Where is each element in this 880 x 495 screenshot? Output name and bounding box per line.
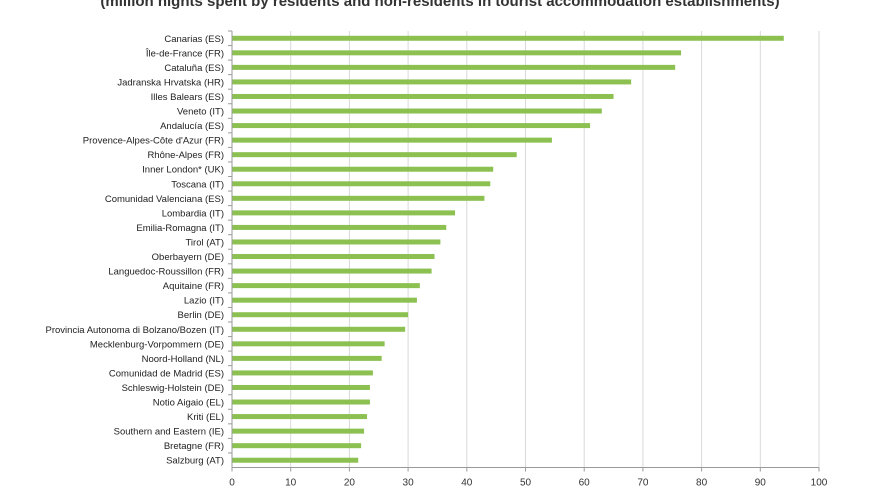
category-label: Inner London* (UK) bbox=[142, 165, 224, 176]
gridlines bbox=[290, 31, 820, 468]
category-label: Provincia Autonoma di Bolzano/Bozen (IT) bbox=[46, 325, 224, 336]
category-label: Oberbayern (DE) bbox=[152, 252, 224, 263]
category-label: Berlin (DE) bbox=[178, 310, 224, 321]
bar bbox=[232, 457, 359, 463]
bar bbox=[232, 428, 365, 434]
category-label: Lazio (IT) bbox=[184, 296, 224, 307]
bar bbox=[232, 355, 382, 361]
bar bbox=[232, 443, 362, 449]
category-label: Kriti (EL) bbox=[187, 412, 224, 423]
category-label: Tirol (AT) bbox=[185, 237, 224, 248]
category-label: Canarias (ES) bbox=[164, 34, 224, 45]
category-label: Illes Balears (ES) bbox=[151, 92, 224, 103]
bar bbox=[232, 93, 614, 99]
bar bbox=[232, 210, 456, 216]
bar bbox=[232, 283, 420, 289]
bar bbox=[232, 399, 370, 405]
category-label: Provence-Alpes-Côte d'Azur (FR) bbox=[83, 136, 224, 147]
bars bbox=[232, 35, 784, 463]
category-label: Languedoc-Roussillon (FR) bbox=[108, 267, 224, 278]
bar bbox=[232, 35, 784, 41]
x-tick-label: 40 bbox=[461, 478, 473, 489]
category-label: Bretagne (FR) bbox=[164, 441, 224, 452]
category-labels: Canarias (ES) Île-de-France (FR) Cataluña … bbox=[46, 30, 232, 467]
category-label: Emilia-Romagna (IT) bbox=[136, 223, 224, 234]
category-label: Salzburg (AT) bbox=[166, 456, 224, 467]
x-tick-label: 10 bbox=[285, 478, 297, 489]
x-tick-label: 80 bbox=[696, 478, 708, 489]
bar bbox=[232, 268, 432, 274]
x-tick-label: 50 bbox=[520, 478, 532, 489]
bar bbox=[232, 79, 632, 85]
category-label: Veneto (IT) bbox=[177, 107, 224, 118]
category-label: Mecklenburg-Vorpommern (DE) bbox=[90, 339, 224, 350]
x-tick-label: 30 bbox=[403, 478, 415, 489]
category-label: Cataluña (ES) bbox=[164, 63, 224, 74]
bar bbox=[232, 181, 491, 187]
bar bbox=[232, 224, 447, 230]
category-label: Jadranska Hrvatska (HR) bbox=[117, 77, 224, 88]
category-label: Schleswig-Holstein (DE) bbox=[122, 383, 224, 394]
bar bbox=[232, 123, 591, 129]
category-label: Rhône-Alpes (FR) bbox=[147, 150, 224, 161]
x-tick-label: 90 bbox=[755, 478, 767, 489]
bar bbox=[232, 384, 370, 390]
category-label: Noord-Holland (NL) bbox=[142, 354, 224, 365]
category-label: Comunidad Valenciana (ES) bbox=[105, 194, 224, 205]
category-label: Comunidad de Madrid (ES) bbox=[109, 368, 224, 379]
x-axis-ticks: 0 10 20 30 40 50 60 70 80 90 100 bbox=[229, 467, 828, 489]
x-tick-label: 0 bbox=[229, 478, 235, 489]
bar bbox=[232, 195, 485, 201]
category-label: Aquitaine (FR) bbox=[163, 281, 224, 292]
category-label: Toscana (IT) bbox=[171, 179, 224, 190]
bar bbox=[232, 137, 552, 143]
x-tick-label: 70 bbox=[637, 478, 649, 489]
bar bbox=[232, 254, 435, 260]
category-label: Southern and Eastern (IE) bbox=[114, 427, 224, 438]
bar bbox=[232, 297, 417, 303]
bar bbox=[232, 152, 517, 158]
bar bbox=[232, 108, 602, 114]
category-label: Andalucía (ES) bbox=[160, 121, 224, 132]
bar bbox=[232, 370, 373, 376]
bar bbox=[232, 166, 494, 172]
bar bbox=[232, 312, 409, 318]
bar bbox=[232, 414, 368, 420]
bar bbox=[232, 326, 406, 332]
bar bbox=[232, 50, 682, 56]
bar bbox=[232, 341, 385, 347]
x-tick-label: 100 bbox=[811, 478, 828, 489]
bar bbox=[232, 239, 441, 245]
x-tick-label: 20 bbox=[344, 478, 356, 489]
bar bbox=[232, 64, 676, 70]
category-label: Lombardia (IT) bbox=[162, 208, 224, 219]
category-label: Île-de-France (FR) bbox=[145, 48, 224, 59]
category-label: Notio Aigaio (EL) bbox=[153, 398, 224, 409]
x-tick-label: 60 bbox=[579, 478, 591, 489]
chart-subtitle: (million nights spent by residents and n… bbox=[100, 0, 780, 10]
